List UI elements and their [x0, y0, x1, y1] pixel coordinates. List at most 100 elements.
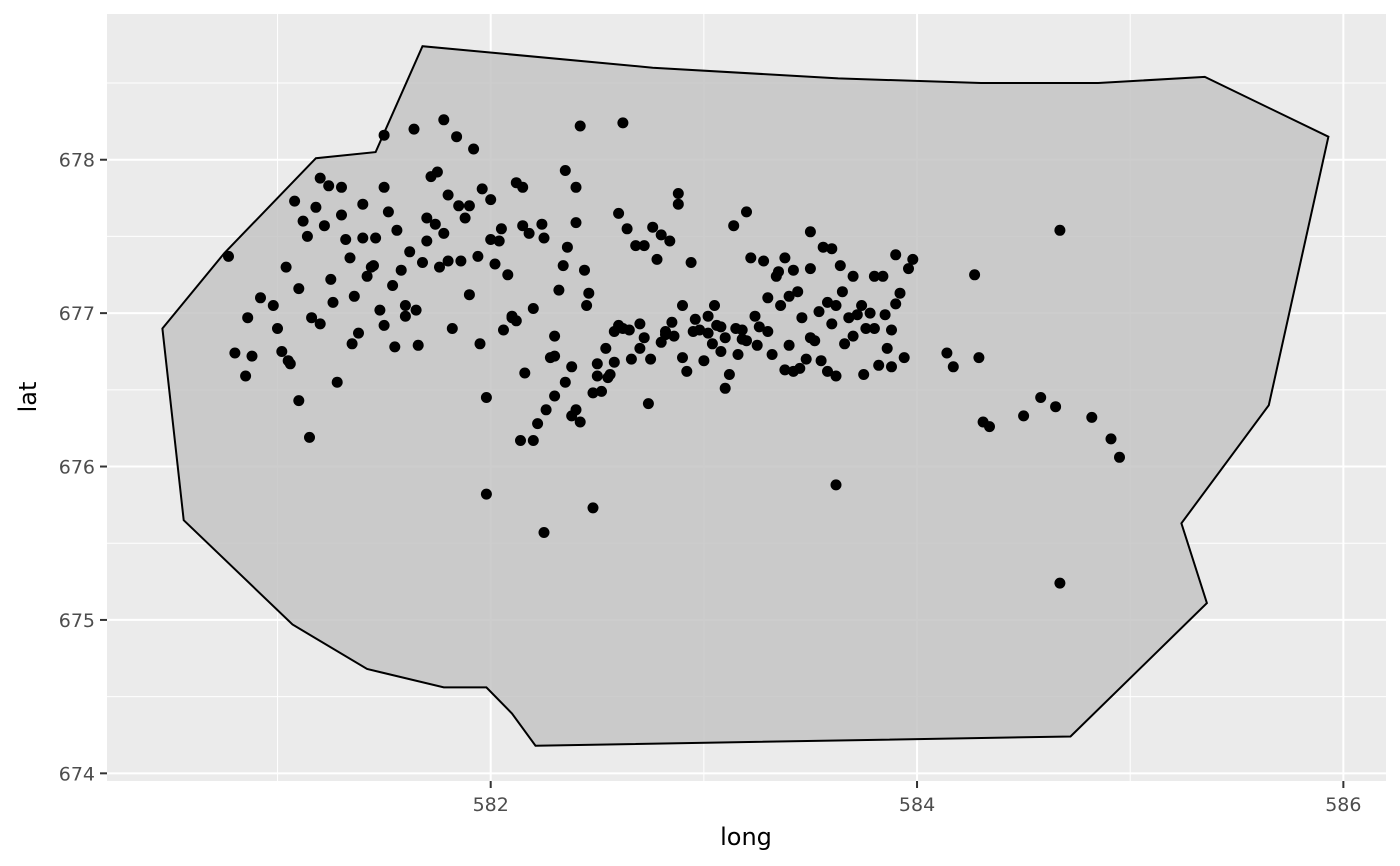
data-point [773, 266, 784, 278]
data-point [647, 221, 659, 233]
data-point [417, 257, 428, 268]
data-point [672, 188, 684, 199]
data-point [873, 359, 885, 371]
data-point [836, 286, 848, 298]
data-point [907, 253, 919, 265]
data-point [642, 398, 654, 410]
data-point [894, 287, 906, 299]
data-point [984, 421, 995, 433]
data-point [574, 416, 586, 428]
data-point [318, 220, 330, 232]
data-point [451, 131, 463, 143]
data-point [651, 253, 663, 265]
y-axis-title: lat [14, 382, 42, 413]
data-point [723, 369, 735, 380]
data-point [472, 250, 484, 262]
data-point [728, 220, 740, 232]
data-point [474, 338, 486, 350]
data-point [898, 352, 910, 364]
data-point [826, 243, 838, 255]
data-point [858, 369, 870, 380]
data-point [517, 181, 529, 193]
data-point [389, 341, 401, 353]
data-point [340, 234, 352, 245]
data-point [399, 300, 411, 311]
data-point [336, 181, 347, 193]
data-point [480, 392, 492, 403]
data-point [689, 313, 701, 325]
y-tick-label: 676 [59, 457, 95, 479]
y-tick-label: 677 [59, 303, 95, 325]
data-point [519, 367, 531, 379]
data-point [255, 292, 266, 304]
data-point [879, 309, 891, 321]
data-point [344, 252, 356, 264]
data-point [830, 300, 842, 311]
data-point [1054, 577, 1066, 589]
data-point [655, 229, 667, 241]
data-point [502, 269, 514, 281]
data-point [834, 260, 846, 272]
data-point [830, 370, 842, 382]
data-point [301, 230, 313, 242]
data-point [1050, 401, 1062, 413]
data-point [559, 376, 571, 388]
data-point [839, 338, 851, 350]
data-point [666, 316, 678, 328]
data-point [591, 370, 603, 382]
data-point [561, 241, 573, 253]
y-tick-label: 674 [59, 763, 95, 785]
data-point [783, 290, 795, 302]
data-point [242, 312, 254, 324]
data-point [749, 310, 761, 322]
data-point [370, 232, 382, 244]
data-point [634, 318, 646, 330]
data-point [421, 235, 433, 247]
data-point [792, 286, 804, 298]
data-point [382, 206, 394, 218]
data-point [947, 361, 959, 373]
data-point [517, 220, 529, 232]
data-point [314, 172, 326, 184]
data-point [745, 252, 757, 264]
y-tick-label: 675 [59, 610, 95, 632]
data-point [681, 365, 693, 377]
data-point [374, 304, 386, 316]
data-point [579, 264, 590, 276]
data-point [779, 364, 791, 376]
data-point [412, 339, 424, 351]
data-point [638, 240, 650, 252]
data-point [527, 303, 539, 314]
data-point [280, 261, 292, 273]
data-point [1114, 451, 1125, 463]
data-point [293, 283, 305, 295]
data-point [431, 166, 443, 178]
data-point [489, 258, 501, 270]
data-point [485, 194, 497, 206]
data-point [293, 395, 305, 407]
data-point [246, 350, 258, 362]
data-point [856, 300, 868, 311]
data-point [353, 327, 364, 339]
data-point [687, 326, 699, 337]
data-point [361, 270, 373, 282]
data-point [438, 114, 450, 126]
data-point [442, 189, 454, 201]
x-axis-ticks: 582 584 586 [473, 781, 1361, 816]
y-axis-ticks: 674 675 676 677 678 [59, 150, 107, 785]
data-point [751, 339, 763, 351]
data-point [289, 195, 301, 207]
data-point [638, 332, 650, 344]
data-point [446, 323, 458, 334]
data-point [272, 323, 283, 334]
data-point [677, 300, 688, 311]
data-point [596, 385, 607, 397]
data-point [357, 232, 369, 244]
x-axis-title: long [720, 823, 772, 851]
data-point [804, 226, 816, 238]
data-point [495, 223, 507, 235]
x-tick-label: 586 [1325, 794, 1361, 816]
data-point [881, 342, 893, 354]
data-point [455, 255, 467, 267]
data-point [762, 326, 774, 337]
